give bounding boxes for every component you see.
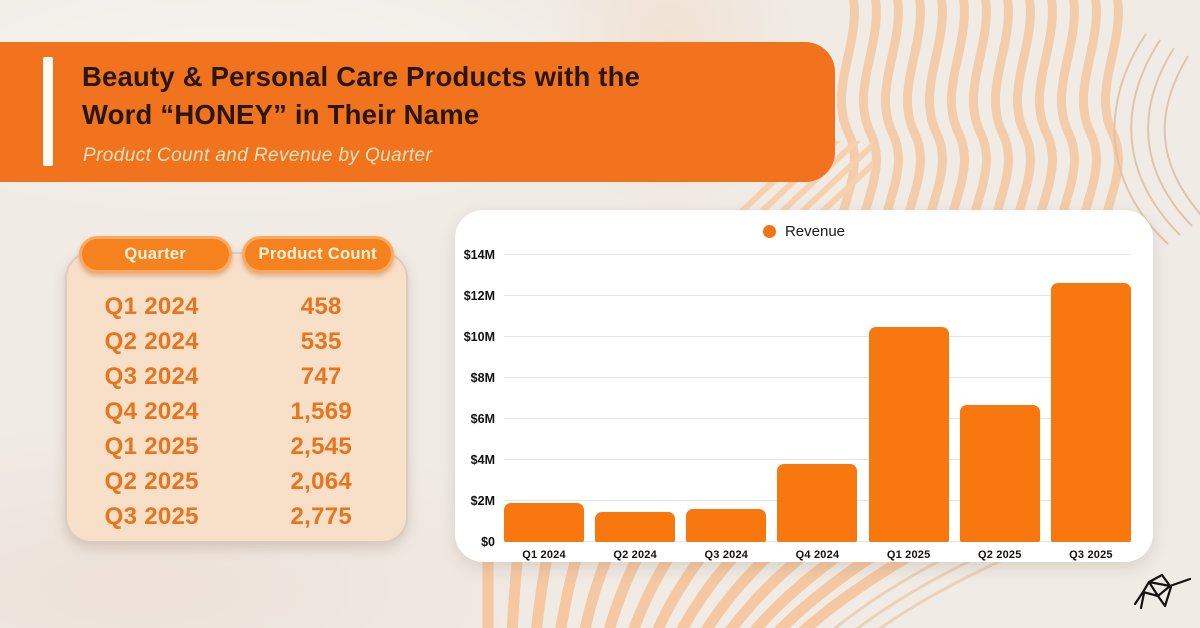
y-axis-tick-label: $8M [470,371,495,385]
legend-revenue-label: Revenue [784,223,846,240]
column-header-product-count: Product Count [241,236,394,273]
quarter-product-count-table: Quarter Product Count Q1 2024 458 Q2 2024 5… [65,236,408,543]
table-row: Q4 2024 1,569 [67,395,406,430]
revenue-bar-q1-2024 [504,503,584,542]
y-axis-tick-label: $12M [463,289,495,303]
y-axis-tick-label: $0 [481,535,495,549]
table-row: Q1 2024 458 [67,290,406,325]
bar-column: Q3 2024 [686,255,767,561]
revenue-bar-q4-2024 [777,464,858,542]
quarter-cell: Q2 2024 [104,328,199,356]
page-title-line1: Beauty & Personal Care Products with the [82,61,641,92]
gridline [504,295,1131,296]
bar-column: Q2 2025 [959,255,1040,561]
revenue-bar-q1-2025 [868,326,949,542]
y-axis-tick-label: $4M [470,453,495,467]
hummingbird-logo-icon [1134,573,1192,610]
product-count-cell: 535 [300,328,342,356]
page-title-line2: Word “HONEY” in Their Name [82,99,480,130]
bar-column: Q3 2025 [1050,255,1131,561]
revenue-bar-q3-2025 [1050,282,1131,542]
y-axis-tick-label: $6M [470,412,495,426]
gridline [504,377,1131,378]
table-row: Q3 2024 747 [67,360,406,395]
bars-layer: Q1 2024 Q2 2024 Q3 2024 Q4 2024 Q1 2025 Q2 20… [504,255,1131,561]
quarter-cell: Q1 2025 [104,433,199,460]
revenue-bar-chart-card: Revenue $0 $2M $4M $6M $8M $10M $12M $14M Q1 20… [455,210,1153,562]
chart-legend: Revenue [455,223,1153,240]
revenue-bar-q2-2024 [595,512,676,542]
gridline [504,418,1131,419]
x-axis-tick-label: Q4 2024 [795,549,840,561]
table-body: Q1 2024 458 Q2 2024 535 Q3 2024 747 Q4 2024 1,5… [67,290,406,534]
x-axis-tick-label: Q3 2024 [704,549,749,561]
x-axis-tick-label: Q1 2025 [886,549,931,561]
quarter-cell: Q2 2025 [104,467,199,495]
product-count-cell: 2,064 [290,467,353,495]
gridline [504,254,1131,255]
bar-column: Q1 2025 [868,255,949,561]
product-count-cell: 2,545 [290,433,353,460]
fan-stripes-decoration-bottom [482,556,1015,628]
bar-column: Q2 2024 [595,255,676,561]
table-row: Q2 2025 2,064 [67,464,406,499]
header-banner: Beauty & Personal Care Products with the… [0,42,835,182]
table-row: Q3 2025 2,775 [67,499,406,534]
bar-column: Q1 2024 [504,255,584,561]
y-axis-tick-label: $10M [463,330,495,344]
x-axis-tick-label: Q2 2024 [613,549,657,561]
x-axis-tick-label: Q3 2025 [1069,549,1113,561]
product-count-cell: 1,569 [290,398,353,426]
gridline [504,336,1131,337]
revenue-bar-q2-2025 [959,404,1040,542]
gridline [504,459,1131,460]
quarter-cell: Q3 2024 [104,363,199,391]
product-count-cell: 2,775 [290,502,353,530]
chart-plot-area: $0 $2M $4M $6M $8M $10M $12M $14M Q1 2024 Q2 202… [464,248,1131,561]
table-header-row: Quarter Product Count [67,236,406,273]
page-title: Beauty & Personal Care Products with the… [82,58,640,134]
table-row: Q1 2025 2,545 [67,430,406,465]
y-axis-tick-label: $2M [470,494,495,508]
legend-revenue-dot-icon [762,225,776,238]
quarter-cell: Q3 2025 [104,502,199,530]
product-count-cell: 458 [300,293,342,321]
x-axis-tick-label: Q1 2024 [522,549,566,561]
revenue-bar-q3-2024 [686,509,767,542]
page-subtitle: Product Count and Revenue by Quarter [83,145,433,166]
y-axis-tick-label: $14M [463,248,495,262]
title-accent-bar [43,57,53,166]
bar-column: Q4 2024 [777,255,858,561]
table-row: Q2 2024 535 [67,325,406,360]
product-count-cell: 747 [300,363,342,391]
quarter-cell: Q1 2024 [104,293,199,321]
column-header-quarter: Quarter [79,236,232,273]
quarter-cell: Q4 2024 [104,398,199,426]
x-axis-tick-label: Q2 2025 [977,549,1022,561]
